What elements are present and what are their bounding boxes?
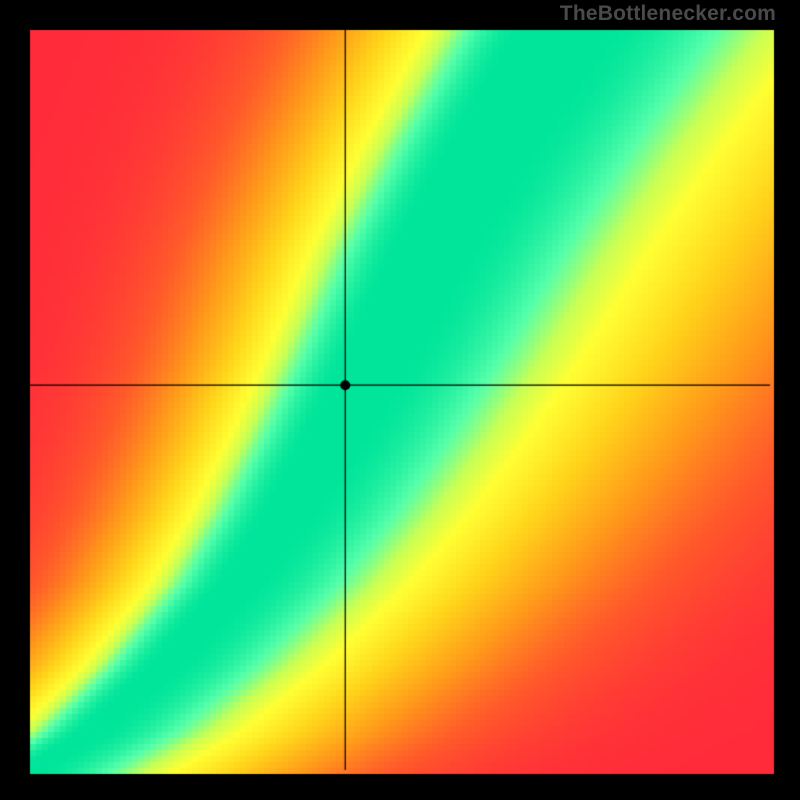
chart-container: TheBottlenecker.com	[0, 0, 800, 800]
heatmap-canvas	[0, 0, 800, 800]
watermark-text: TheBottlenecker.com	[560, 2, 776, 26]
